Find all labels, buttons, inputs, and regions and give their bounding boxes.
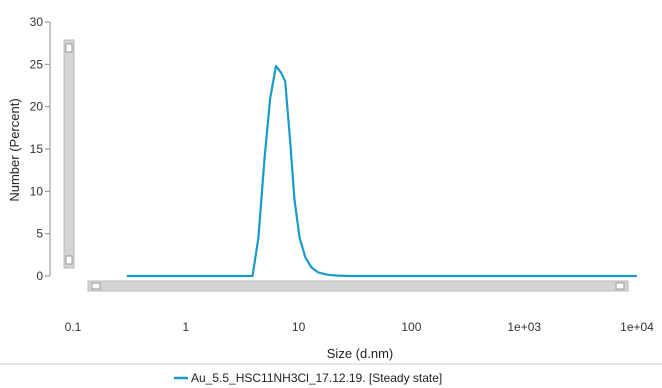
y-axis-title: Number (Percent) xyxy=(7,98,22,201)
y-tick-label: 5 xyxy=(36,227,43,241)
x-tick-label: 0.1 xyxy=(65,320,82,334)
y-tick-label: 20 xyxy=(30,100,44,114)
x-tick-label: 100 xyxy=(401,320,421,334)
y-tick-label: 25 xyxy=(30,57,44,71)
y-tick-label: 15 xyxy=(30,142,44,156)
series-group xyxy=(126,64,637,278)
y-tick-label: 0 xyxy=(36,269,43,283)
x-axis-title: Size (d.nm) xyxy=(327,346,393,361)
horizontal-scrollbar[interactable] xyxy=(87,280,629,292)
legend: Au_5.5_HSC11NH3Cl_17.12.19. [Steady stat… xyxy=(174,371,442,385)
legend-label: Au_5.5_HSC11NH3Cl_17.12.19. [Steady stat… xyxy=(191,371,442,385)
vertical-scrollbar[interactable] xyxy=(63,39,75,269)
x-tick-label: 1e+03 xyxy=(507,320,541,334)
x-tick-label: 1e+04 xyxy=(620,320,654,334)
y-tick-label: 30 xyxy=(30,15,44,29)
series-line xyxy=(126,64,637,278)
x-tick-label: 10 xyxy=(292,320,306,334)
y-tick-label: 10 xyxy=(30,184,44,198)
x-tick-label: 1 xyxy=(182,320,189,334)
tick-labels: 0 5 10 15 20 25 30 0.1 1 10 100 1e+03 1e+04 xyxy=(30,15,655,334)
